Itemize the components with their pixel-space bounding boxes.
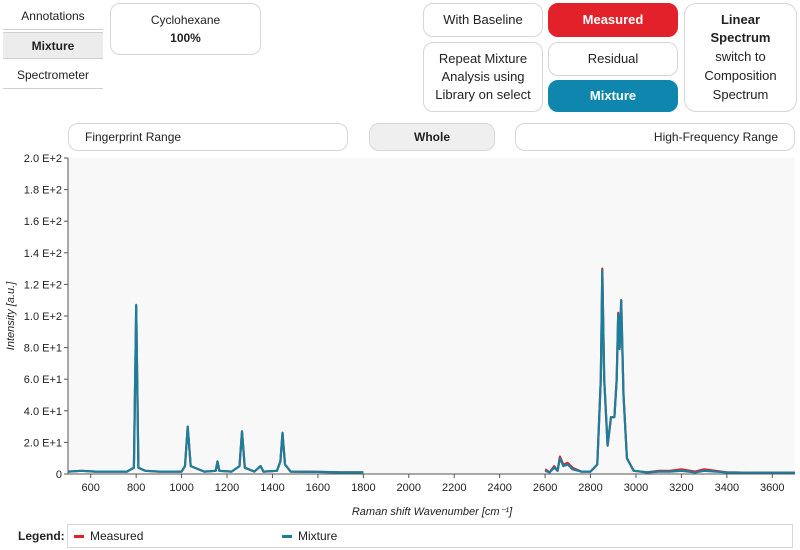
plot-area bbox=[68, 158, 795, 474]
tab-mixture[interactable]: Mixture bbox=[3, 32, 103, 59]
mixture-button[interactable]: Mixture bbox=[548, 80, 678, 112]
repeat-line-1: Repeat Mixture bbox=[438, 51, 528, 66]
residual-button[interactable]: Residual bbox=[548, 42, 678, 76]
legend-label-measured: Measured bbox=[90, 529, 144, 543]
legend-box bbox=[67, 524, 793, 548]
whole-range-button[interactable]: Whole bbox=[369, 123, 495, 151]
fingerprint-range-button[interactable]: Fingerprint Range bbox=[68, 123, 348, 151]
switch-line-3: switch to bbox=[715, 49, 766, 64]
legend-swatch-measured bbox=[74, 534, 84, 538]
switch-line-5: Spectrum bbox=[712, 87, 769, 102]
series-lines bbox=[67, 267, 795, 474]
x-tick-label: 2600 bbox=[533, 482, 557, 494]
repeat-line-3: Library on select bbox=[435, 87, 531, 102]
series-line-mixture bbox=[67, 303, 364, 474]
x-tick-label: 1200 bbox=[215, 482, 239, 494]
series-line-mixture bbox=[544, 269, 795, 474]
legend-item-measured[interactable]: Measured bbox=[74, 529, 143, 543]
y-tick-label: 1.8 E+2 bbox=[24, 185, 62, 197]
x-tick-label: 1600 bbox=[306, 482, 330, 494]
y-tick-label: 1.6 E+2 bbox=[24, 216, 62, 228]
spectrum-switch-button[interactable]: Linear Spectrum switch to Composition Sp… bbox=[684, 3, 797, 112]
y-axis-title: Intensity [a.u.] bbox=[5, 281, 17, 350]
y-tick-label: 8.0 E+1 bbox=[24, 343, 62, 355]
x-tick-label: 2800 bbox=[578, 482, 602, 494]
x-tick-label: 600 bbox=[82, 482, 100, 494]
tab-spectrometer[interactable]: Spectrometer bbox=[3, 62, 103, 89]
tab-annotations[interactable]: Annotations bbox=[3, 3, 103, 30]
high-frequency-range-button[interactable]: High-Frequency Range bbox=[515, 123, 795, 151]
repeat-mixture-analysis-button[interactable]: Repeat Mixture Analysis using Library on… bbox=[423, 42, 543, 112]
with-baseline-button[interactable]: With Baseline bbox=[423, 3, 543, 37]
x-tick-label: 3400 bbox=[715, 482, 739, 494]
y-tick-label: 2.0 E+1 bbox=[24, 437, 62, 449]
y-axis: 0 2.0 E+1 4.0 E+1 6.0 E+1 8.0 E+1 1.0 E+2 1.2 … bbox=[24, 153, 68, 481]
legend-item-mixture[interactable]: Mixture bbox=[282, 529, 337, 543]
x-tick-label: 1800 bbox=[351, 482, 375, 494]
y-tick-label: 1.0 E+2 bbox=[24, 311, 62, 323]
component-percent: 100% bbox=[170, 31, 201, 45]
x-axis-title: Raman shift Wavenumber [cm⁻¹] bbox=[352, 506, 513, 518]
composition-card: Cyclohexane 100% bbox=[110, 3, 261, 55]
component-name: Cyclohexane bbox=[150, 13, 221, 27]
measured-button[interactable]: Measured bbox=[548, 3, 678, 37]
x-tick-label: 800 bbox=[127, 482, 145, 494]
legend-swatch-mixture bbox=[282, 534, 292, 538]
x-tick-label: 1400 bbox=[260, 482, 284, 494]
switch-title-line-2: Spectrum bbox=[710, 30, 771, 45]
x-tick-label: 3000 bbox=[624, 482, 648, 494]
x-tick-label: 3200 bbox=[669, 482, 693, 494]
x-tick-label: 2200 bbox=[442, 482, 466, 494]
switch-title-line-1: Linear bbox=[720, 12, 760, 27]
x-tick-label: 2000 bbox=[397, 482, 421, 494]
legend-label-mixture: Mixture bbox=[298, 529, 338, 543]
switch-line-4: Composition bbox=[704, 68, 777, 83]
x-tick-label: 1000 bbox=[169, 482, 193, 494]
y-tick-label: 1.2 E+2 bbox=[24, 279, 62, 291]
y-tick-label: 2.0 E+2 bbox=[24, 153, 62, 165]
spectrum-chart[interactable]: 0 2.0 E+1 4.0 E+1 6.0 E+1 8.0 E+1 1.0 E+2 1.2 … bbox=[0, 150, 800, 522]
y-tick-label: 0 bbox=[56, 469, 62, 481]
legend-title: Legend: bbox=[18, 529, 65, 543]
y-tick-label: 4.0 E+1 bbox=[24, 406, 62, 418]
repeat-line-2: Analysis using bbox=[441, 69, 525, 84]
x-tick-label: 2400 bbox=[487, 482, 511, 494]
x-axis: 600 800 1000 1200 1400 1600 1800 2000 2200 2400 26… bbox=[82, 474, 785, 494]
y-tick-label: 6.0 E+1 bbox=[24, 374, 62, 386]
x-tick-label: 3600 bbox=[760, 482, 784, 494]
y-tick-label: 1.4 E+2 bbox=[24, 248, 62, 260]
